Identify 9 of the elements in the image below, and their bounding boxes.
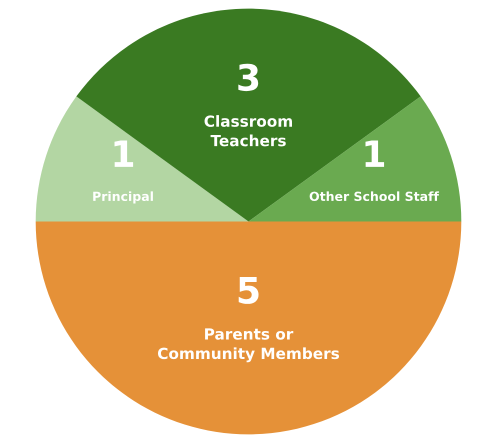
data-label: 1 <box>366 140 384 167</box>
data-label: 5 <box>238 277 259 304</box>
slice-label: Other School Staff <box>310 191 440 202</box>
slice-label: Parents or Community Members <box>158 328 340 362</box>
data-label: 3 <box>238 64 258 92</box>
pie-slice <box>36 222 462 434</box>
slice-label: Classroom Teachers <box>204 115 292 146</box>
slice-label: Principal <box>93 191 153 204</box>
data-label: 1 <box>114 140 134 167</box>
